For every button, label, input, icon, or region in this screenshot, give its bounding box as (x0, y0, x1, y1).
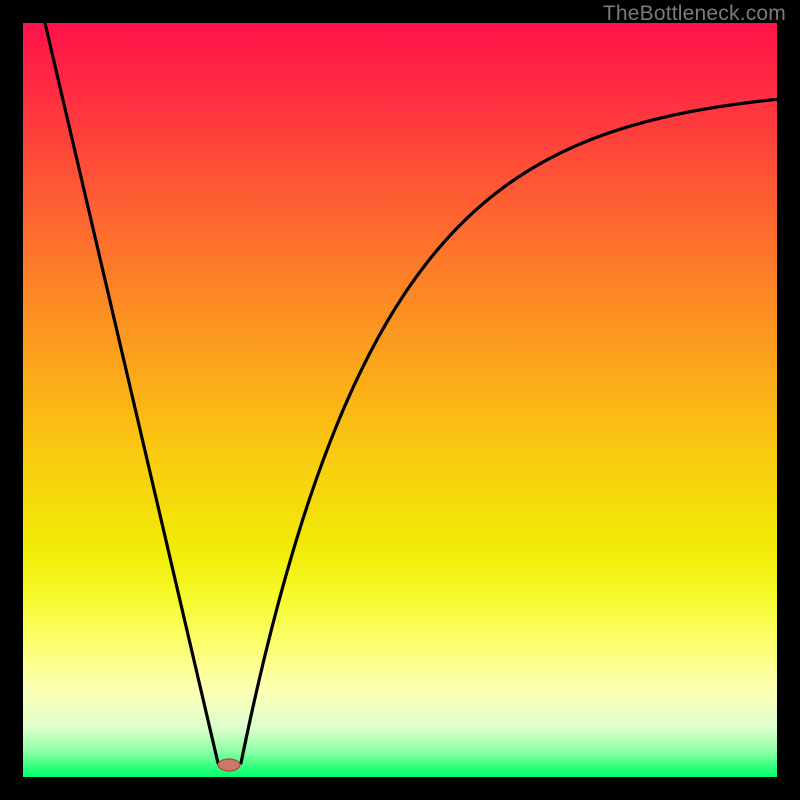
watermark-text: TheBottleneck.com (603, 2, 786, 26)
chart-svg (23, 23, 777, 777)
touchpoint-marker (218, 759, 240, 771)
chart-frame (23, 23, 777, 777)
chart-background (23, 23, 777, 777)
